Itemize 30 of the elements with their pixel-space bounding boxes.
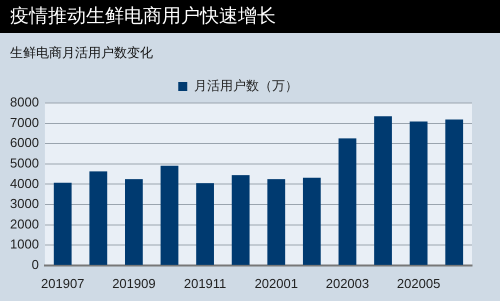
bar bbox=[445, 119, 464, 265]
x-tick-label: 202003 bbox=[326, 276, 370, 291]
y-tick-label: 5000 bbox=[10, 155, 39, 170]
y-tick-label: 4000 bbox=[10, 176, 39, 191]
chart-title: 疫情推动生鲜电商用户快速增长 bbox=[0, 0, 500, 33]
legend-label: 月活用户数（万） bbox=[194, 78, 298, 94]
y-tick-label: 1000 bbox=[10, 236, 39, 252]
bar bbox=[125, 179, 143, 265]
x-tick-label: 201911 bbox=[184, 276, 226, 291]
y-tick-label: 8000 bbox=[10, 94, 39, 110]
chart-subtitle: 生鲜电商月活用户数变化 bbox=[9, 45, 154, 63]
x-tick-label: 202001 bbox=[254, 276, 298, 291]
bar bbox=[232, 175, 250, 265]
bar bbox=[302, 178, 321, 265]
bar bbox=[267, 179, 286, 265]
x-tick-label: 201909 bbox=[112, 276, 156, 291]
bar bbox=[410, 121, 428, 265]
y-tick-label: 0 bbox=[32, 256, 39, 272]
x-tick-label: 201907 bbox=[41, 276, 84, 291]
y-tick-label: 7000 bbox=[10, 114, 39, 130]
bar bbox=[338, 138, 356, 265]
y-tick-label: 2000 bbox=[10, 216, 39, 232]
y-tick-label: 6000 bbox=[10, 135, 39, 150]
bar bbox=[54, 182, 72, 265]
y-tick-label: 3000 bbox=[10, 196, 39, 212]
bar bbox=[374, 116, 392, 265]
bar bbox=[160, 166, 178, 265]
x-tick-label: 202005 bbox=[396, 276, 440, 291]
bar bbox=[89, 171, 108, 265]
bar bbox=[196, 183, 214, 265]
